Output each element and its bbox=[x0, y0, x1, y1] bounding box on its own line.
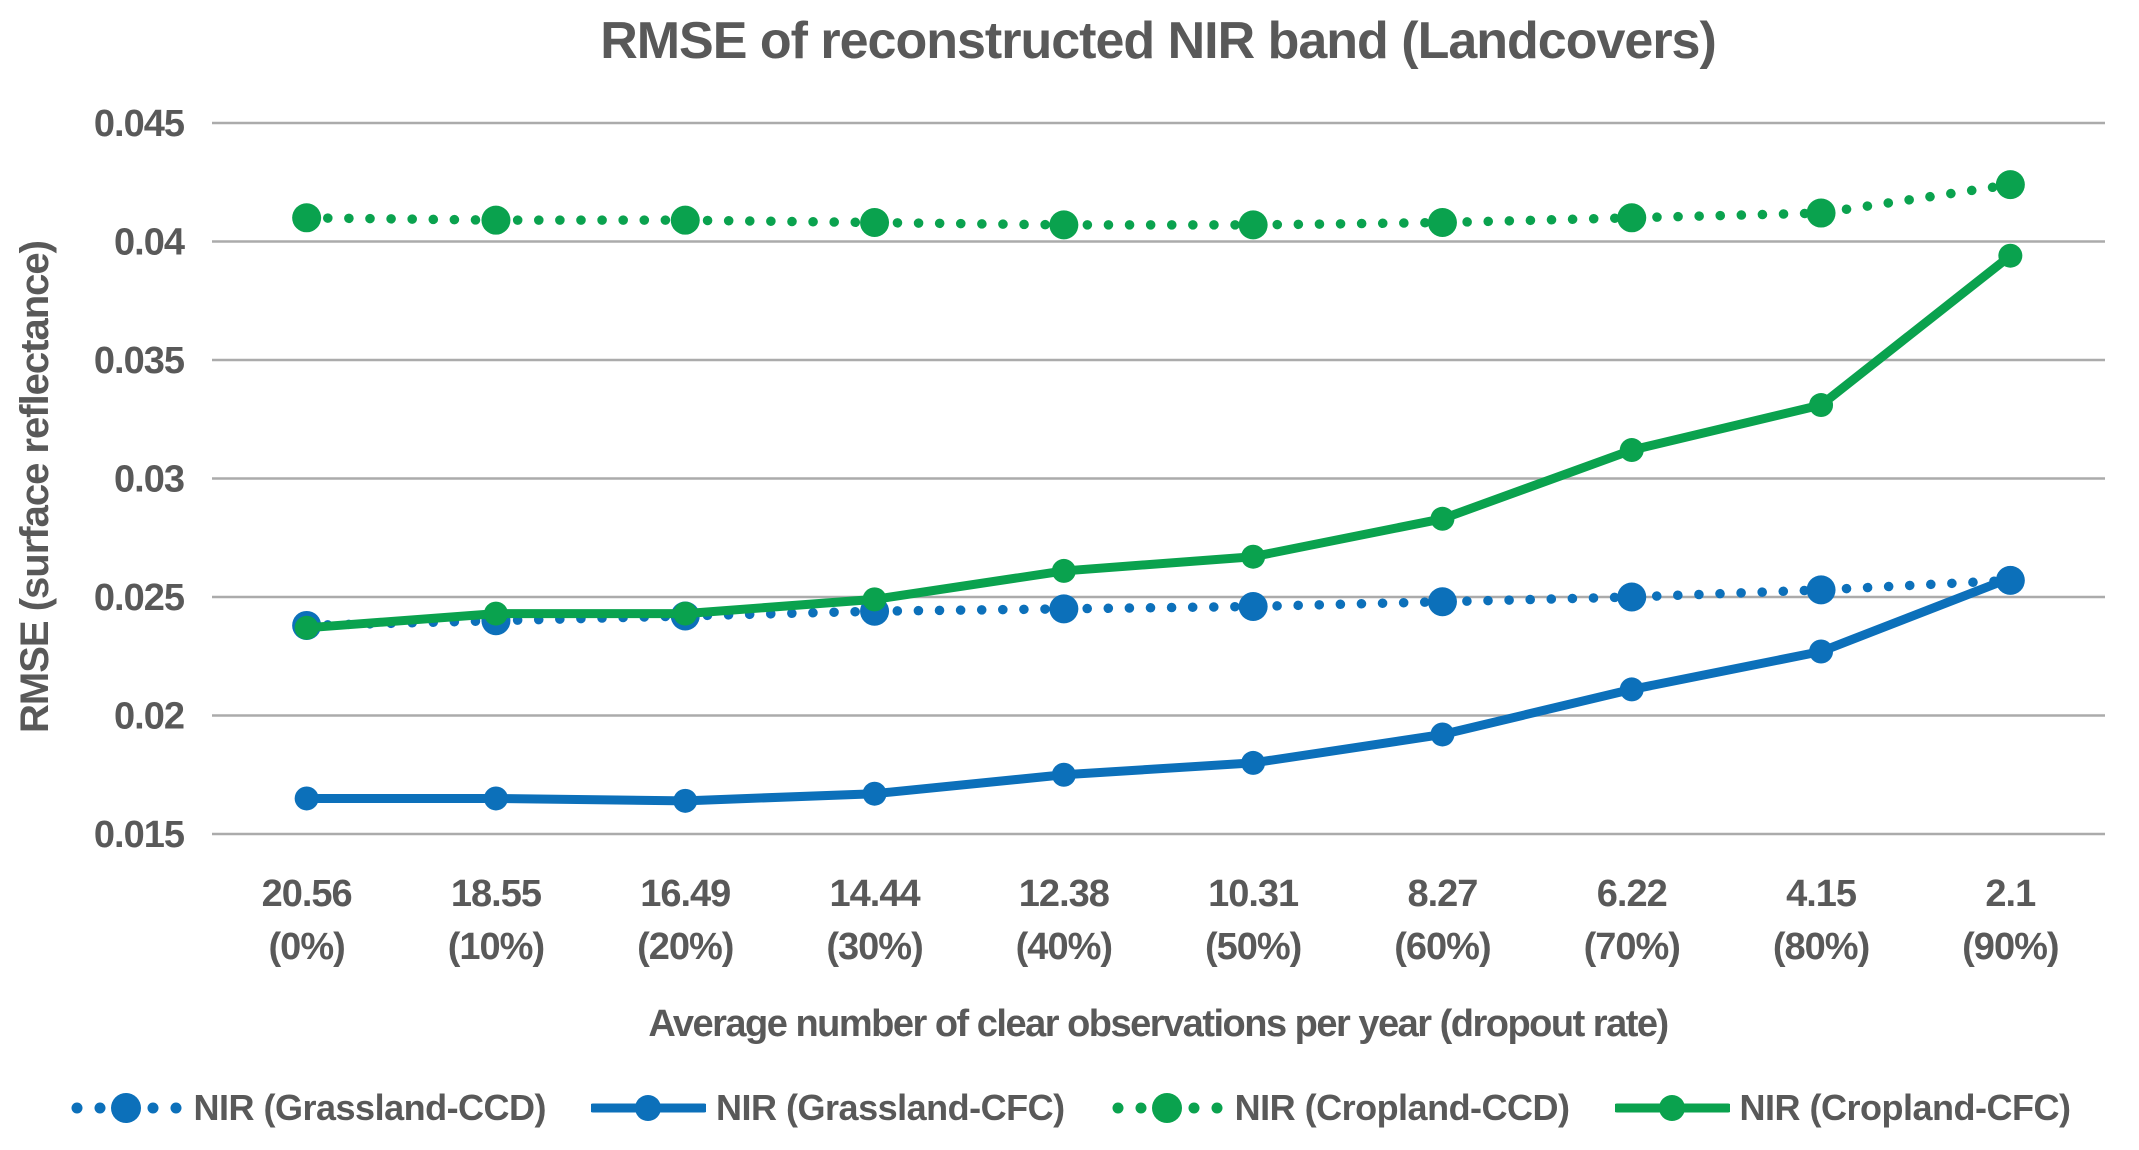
data-point-nir-cropland-ccd bbox=[1049, 210, 1079, 240]
legend-label-nir-grassland-cfc: NIR (Grassland-CFC) bbox=[716, 1087, 1065, 1128]
x-tick-label-pct: (50%) bbox=[1205, 926, 1301, 968]
y-tick-label: 0.035 bbox=[94, 340, 185, 382]
data-point-nir-cropland-ccd bbox=[1617, 203, 1647, 233]
x-tick-label-pct: (30%) bbox=[826, 926, 922, 968]
data-point-nir-cropland-cfc bbox=[1809, 393, 1834, 418]
data-point-nir-cropland-ccd bbox=[1995, 170, 2025, 200]
x-tick-label-pct: (80%) bbox=[1773, 926, 1869, 968]
data-point-nir-grassland-cfc bbox=[1619, 677, 1644, 702]
data-point-nir-cropland-ccd bbox=[1238, 210, 1268, 240]
y-tick-label: 0.02 bbox=[114, 696, 184, 738]
legend-label-nir-cropland-ccd: NIR (Cropland-CCD) bbox=[1234, 1087, 1570, 1128]
data-point-nir-grassland-cfc bbox=[1241, 750, 1266, 775]
x-tick-label: 8.27 bbox=[1407, 873, 1477, 915]
chart-title: RMSE of reconstructed NIR band (Landcove… bbox=[600, 12, 1716, 70]
x-tick-label-pct: (0%) bbox=[269, 926, 345, 968]
data-point-nir-cropland-ccd bbox=[670, 205, 700, 235]
data-point-nir-cropland-cfc bbox=[1051, 558, 1076, 583]
legend-swatch-nir-cropland-ccd bbox=[1112, 1093, 1223, 1123]
data-point-nir-cropland-cfc bbox=[673, 601, 698, 626]
series-line-nir-grassland-ccd bbox=[301, 575, 2016, 631]
data-point-nir-cropland-cfc bbox=[483, 601, 508, 626]
legend-item-nir-cropland-cfc: NIR (Cropland-CFC) bbox=[1614, 1087, 2071, 1129]
legend-item-nir-grassland-cfc: NIR (Grassland-CFC) bbox=[591, 1087, 1065, 1129]
legend-label-nir-grassland-ccd: NIR (Grassland-CCD) bbox=[193, 1087, 547, 1128]
data-point-nir-grassland-ccd bbox=[1238, 591, 1268, 621]
data-point-nir-grassland-cfc bbox=[1809, 639, 1834, 664]
series-line-nir-cropland-cfc bbox=[302, 251, 2015, 633]
y-tick-label: 0.025 bbox=[94, 577, 185, 619]
x-tick-label: 16.49 bbox=[640, 873, 730, 915]
x-tick-label-pct: (60%) bbox=[1394, 926, 1490, 968]
data-point-nir-grassland-cfc bbox=[1051, 762, 1076, 787]
data-point-nir-grassland-ccd bbox=[1049, 594, 1079, 624]
data-point-nir-grassland-ccd bbox=[1617, 582, 1647, 612]
legend-item-nir-grassland-ccd: NIR (Grassland-CCD) bbox=[69, 1087, 547, 1129]
x-tick-label: 14.44 bbox=[830, 873, 921, 915]
x-tick-label: 4.15 bbox=[1786, 873, 1857, 915]
x-tick-label-pct: (90%) bbox=[1962, 926, 2058, 968]
data-point-nir-cropland-ccd bbox=[481, 205, 511, 235]
data-point-nir-grassland-ccd bbox=[1806, 575, 1836, 605]
legend-label-nir-cropland-cfc: NIR (Cropland-CFC) bbox=[1739, 1087, 2071, 1128]
x-tick-label-pct: (20%) bbox=[637, 926, 733, 968]
x-tick-label: 10.31 bbox=[1208, 873, 1299, 915]
legend-swatch-nir-grassland-ccd bbox=[71, 1093, 181, 1123]
legend-swatch-nir-grassland-cfc bbox=[591, 1095, 707, 1121]
x-axis-title: Average number of clear observations per… bbox=[648, 1003, 1667, 1045]
data-point-nir-cropland-cfc bbox=[294, 615, 319, 640]
x-tick-label: 2.1 bbox=[1985, 873, 2036, 915]
data-point-nir-grassland-cfc bbox=[294, 786, 319, 811]
data-point-nir-cropland-cfc bbox=[1430, 506, 1455, 531]
y-tick-label: 0.015 bbox=[94, 814, 185, 856]
data-point-nir-grassland-cfc bbox=[1430, 722, 1455, 747]
series-line-nir-cropland-ccd bbox=[301, 179, 2016, 230]
data-point-nir-cropland-ccd bbox=[1806, 198, 1836, 228]
data-point-nir-grassland-cfc bbox=[862, 781, 887, 806]
data-point-nir-cropland-ccd bbox=[292, 203, 322, 233]
x-tick-label-pct: (70%) bbox=[1584, 926, 1680, 968]
x-tick-label: 18.55 bbox=[451, 873, 542, 915]
data-point-nir-cropland-cfc bbox=[1241, 544, 1266, 569]
data-point-nir-grassland-cfc bbox=[483, 786, 508, 811]
legend-swatch-nir-cropland-cfc bbox=[1614, 1095, 1730, 1121]
data-point-nir-cropland-ccd bbox=[860, 208, 890, 238]
x-tick-label-pct: (40%) bbox=[1016, 926, 1112, 968]
y-tick-label: 0.04 bbox=[114, 222, 185, 264]
chart-legend: NIR (Grassland-CCD) NIR (Grassland-CFC) NI… bbox=[0, 1072, 2139, 1144]
x-tick-label: 20.56 bbox=[262, 873, 352, 915]
data-point-nir-cropland-cfc bbox=[1998, 243, 2023, 268]
series-line-nir-grassland-cfc bbox=[302, 573, 2015, 806]
data-point-nir-grassland-cfc bbox=[673, 788, 698, 813]
x-tick-label-pct: (10%) bbox=[448, 926, 544, 968]
y-axis-title: RMSE (surface reflectance) bbox=[13, 241, 57, 733]
data-point-nir-grassland-cfc bbox=[1998, 566, 2023, 591]
x-tick-label: 6.22 bbox=[1597, 873, 1667, 915]
legend-item-nir-cropland-ccd: NIR (Cropland-CCD) bbox=[1110, 1087, 1570, 1129]
y-tick-label: 0.03 bbox=[114, 459, 184, 501]
data-point-nir-grassland-ccd bbox=[1427, 587, 1457, 617]
data-point-nir-cropland-cfc bbox=[862, 587, 887, 612]
data-point-nir-cropland-ccd bbox=[1427, 208, 1457, 238]
x-tick-label: 12.38 bbox=[1019, 873, 1109, 915]
y-tick-label: 0.045 bbox=[94, 103, 185, 145]
data-point-nir-cropland-cfc bbox=[1619, 438, 1644, 463]
